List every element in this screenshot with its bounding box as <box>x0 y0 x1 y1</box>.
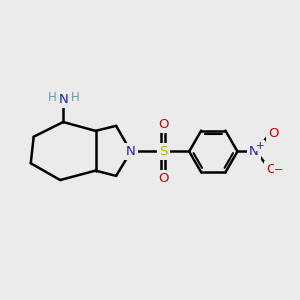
Text: N: N <box>58 93 68 106</box>
Text: O: O <box>158 172 169 185</box>
Text: +: + <box>256 141 265 151</box>
Text: O: O <box>158 118 169 131</box>
Text: H: H <box>71 91 80 104</box>
Text: N: N <box>126 145 136 158</box>
Text: O: O <box>266 163 277 176</box>
Text: O: O <box>268 127 279 140</box>
Text: −: − <box>274 165 284 175</box>
Text: N: N <box>249 145 259 158</box>
Text: H: H <box>48 91 57 104</box>
Text: S: S <box>159 145 167 158</box>
